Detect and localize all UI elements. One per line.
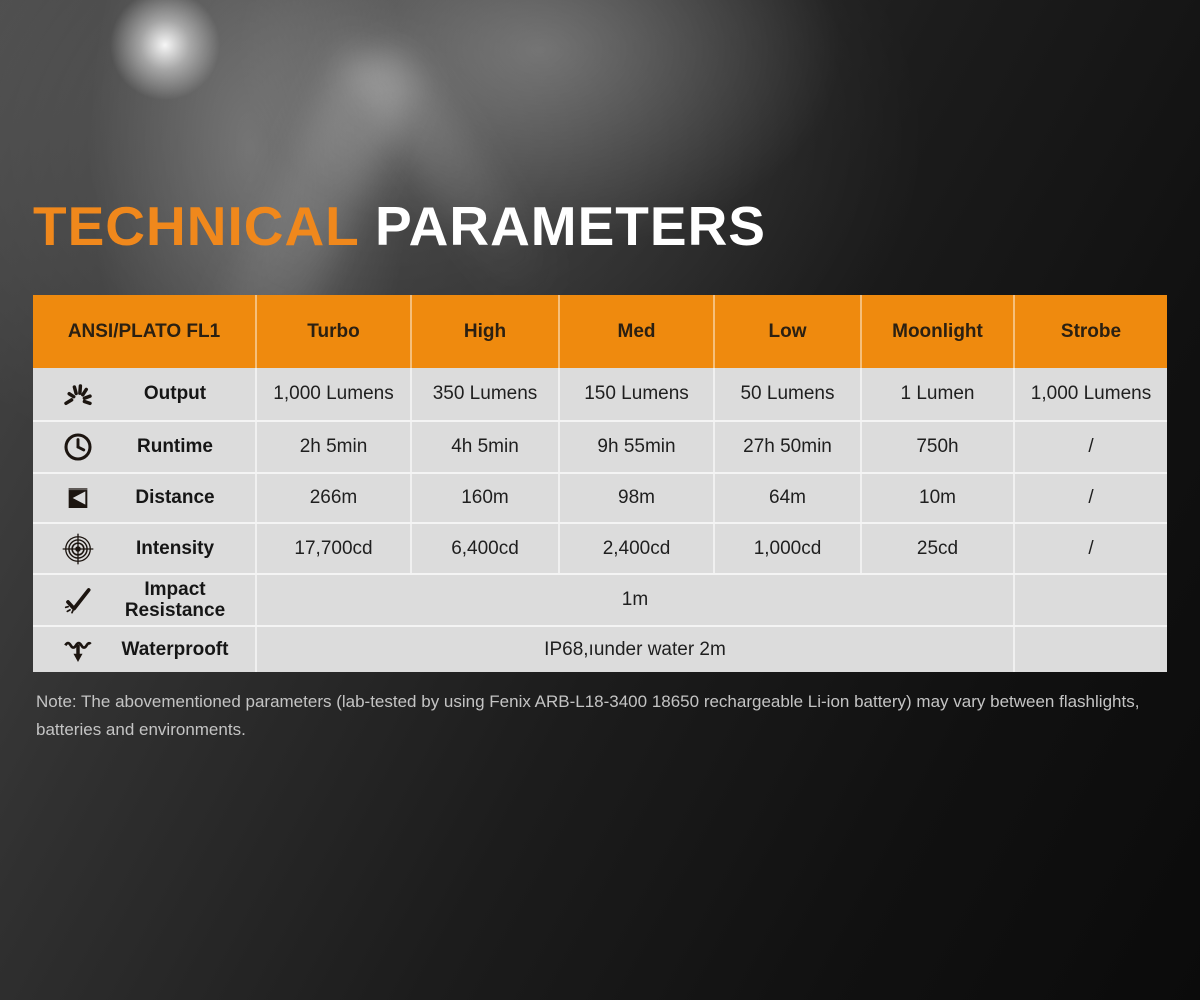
light-flare-beam: [349, 39, 571, 321]
value-cell: 1 Lumen: [862, 368, 1015, 420]
value-cell: 10m: [862, 474, 1015, 522]
value-cell: 2h 5min: [257, 422, 412, 472]
row-label: Runtime: [137, 436, 213, 458]
table-row: Intensity 17,700cd 6,400cd 2,400cd 1,000cd 25…: [33, 522, 1167, 573]
title-word-technical: TECHNICAL: [33, 195, 359, 257]
row-label-cell: Output: [33, 368, 257, 420]
distance-flag-icon: [53, 482, 103, 514]
row-label: Distance: [135, 487, 215, 509]
table-row: Output 1,000 Lumens 350 Lumens 150 Lumens 50…: [33, 368, 1167, 420]
header-cell-standard: ANSI/PLATO FL1: [33, 295, 257, 368]
row-label: Impact Resistance: [124, 578, 226, 621]
row-label-cell: Intensity: [33, 524, 257, 573]
header-cell-mode: High: [412, 295, 560, 368]
row-label: Intensity: [135, 537, 215, 559]
header-cell-mode: Strobe: [1060, 320, 1122, 342]
table-header-row: ANSI/PLATO FL1 Turbo High Med Low Moonlight St…: [33, 295, 1167, 368]
table-row: Runtime 2h 5min 4h 5min 9h 55min 27h 50min 75…: [33, 420, 1167, 472]
value-cell: 25cd: [862, 524, 1015, 573]
merged-value-cell: IP68,ıunder water 2m: [257, 627, 1015, 672]
value-cell: 17,700cd: [257, 524, 412, 573]
value-cell: 2,400cd: [560, 524, 715, 573]
value-cell: 1,000cd: [715, 524, 862, 573]
header-cell-mode: Med: [560, 295, 715, 368]
value-cell: 150 Lumens: [560, 368, 715, 420]
value-cell: /: [1088, 537, 1094, 559]
impact-check-icon: [53, 584, 103, 616]
table-row: Distance 266m 160m 98m 64m 10m /: [33, 472, 1167, 522]
row-label: Waterprooft: [121, 638, 229, 660]
row-label: Output: [143, 383, 207, 405]
value-cell: 266m: [257, 474, 412, 522]
header-cell-mode: Turbo: [257, 295, 412, 368]
value-cell: /: [1088, 436, 1094, 457]
value-cell: 350 Lumens: [412, 368, 560, 420]
empty-cell: [1015, 627, 1167, 672]
value-cell: 27h 50min: [715, 422, 862, 472]
row-label-cell: Distance: [33, 474, 257, 522]
value-cell: 9h 55min: [560, 422, 715, 472]
value-cell: 160m: [412, 474, 560, 522]
clock-icon: [53, 431, 103, 463]
value-cell: /: [1088, 487, 1094, 508]
merged-value-cell: 1m: [257, 575, 1015, 625]
value-cell: 64m: [715, 474, 862, 522]
value-cell: 50 Lumens: [715, 368, 862, 420]
value-cell: 4h 5min: [412, 422, 560, 472]
row-label-cell: Runtime: [33, 422, 257, 472]
value-cell: 1,000 Lumens: [1030, 383, 1152, 404]
technical-parameters-table: ANSI/PLATO FL1 Turbo High Med Low Moonlight St…: [33, 295, 1167, 672]
value-cell: 750h: [862, 422, 1015, 472]
page-title: TECHNICAL PARAMETERS: [33, 194, 766, 258]
header-cell-mode: Moonlight: [862, 295, 1015, 368]
intensity-target-icon: [53, 533, 103, 565]
table-body: Output 1,000 Lumens 350 Lumens 150 Lumens 50…: [33, 368, 1167, 672]
table-row: Impact Resistance 1m: [33, 573, 1167, 625]
waterproof-arrow-icon: [53, 634, 103, 666]
table-row: Waterprooft IP68,ıunder water 2m: [33, 625, 1167, 672]
row-label-cell: Waterprooft: [33, 627, 257, 672]
output-burst-icon: [53, 378, 103, 410]
value-cell: 98m: [560, 474, 715, 522]
value-cell: 6,400cd: [412, 524, 560, 573]
footnote: Note: The abovementioned parameters (lab…: [36, 692, 1140, 739]
header-cell-mode: Low: [715, 295, 862, 368]
title-word-parameters: PARAMETERS: [375, 195, 766, 257]
value-cell: 1,000 Lumens: [257, 368, 412, 420]
row-label-cell: Impact Resistance: [33, 575, 257, 625]
empty-cell: [1015, 575, 1167, 625]
